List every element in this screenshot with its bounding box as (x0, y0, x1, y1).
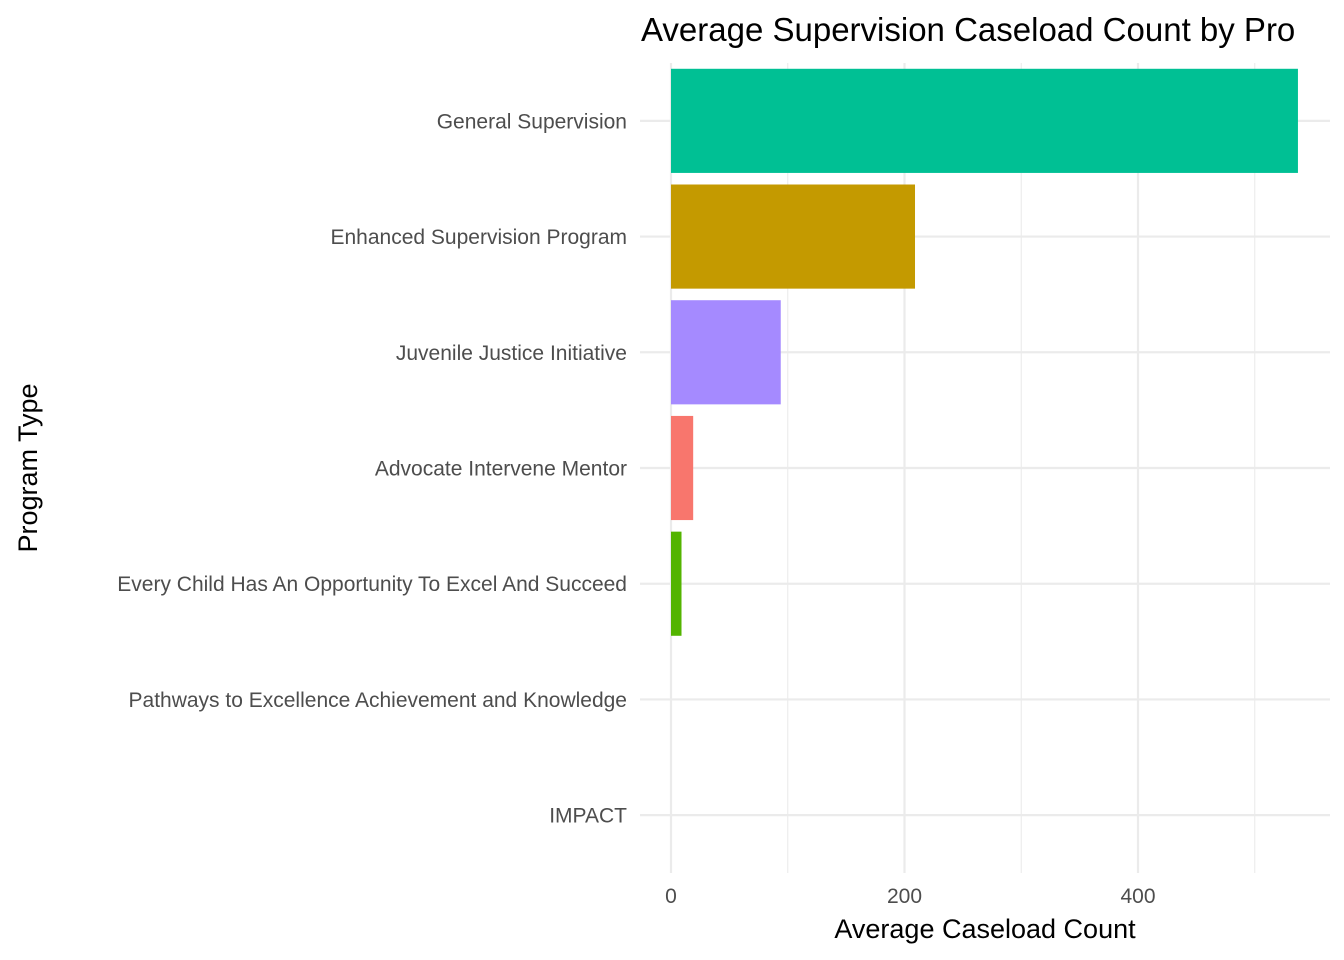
y-axis-tick-labels: General Supervision Enhanced Supervision … (117, 110, 627, 827)
y-tick-label: Juvenile Justice Initiative (396, 342, 627, 365)
x-axis-tick-labels: 0 200 400 (665, 885, 1155, 908)
x-tick-label: 0 (665, 885, 677, 908)
y-tick-label: Enhanced Supervision Program (330, 226, 627, 249)
bar-every-child-has-an-opportunity-to-excel-and-succeed (671, 531, 682, 636)
y-tick-label: IMPACT (549, 805, 627, 828)
bars (671, 68, 1298, 636)
gridlines (640, 63, 1330, 873)
x-tick-label: 400 (1120, 885, 1155, 908)
bar-juvenile-justice-initiative (671, 300, 781, 405)
y-tick-label: Every Child Has An Opportunity To Excel … (117, 573, 627, 596)
x-tick-label: 200 (887, 885, 922, 908)
x-axis-title: Average Caseload Count (834, 914, 1136, 944)
bar-enhanced-supervision-program (671, 184, 916, 289)
y-tick-label: Advocate Intervene Mentor (375, 458, 627, 481)
bar-general-supervision (671, 68, 1298, 173)
bar-advocate-intervene-mentor (671, 415, 694, 521)
y-axis-title: Program Type (13, 383, 43, 552)
y-tick-label: General Supervision (437, 110, 627, 133)
chart-title: Average Supervision Caseload Count by Pr… (641, 11, 1295, 48)
y-tick-label: Pathways to Excellence Achievement and K… (129, 689, 627, 712)
